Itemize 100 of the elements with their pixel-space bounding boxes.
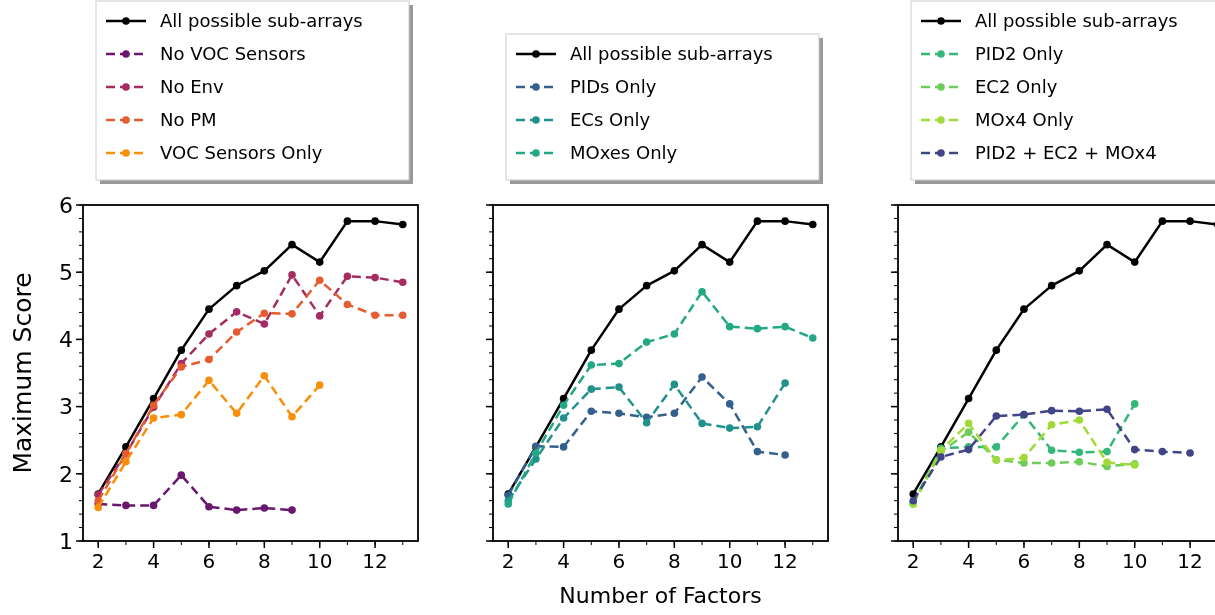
point (725, 424, 734, 432)
point (315, 381, 324, 389)
point (343, 272, 352, 281)
point (753, 422, 762, 431)
point (781, 379, 789, 387)
point (587, 346, 596, 354)
x-tick-label: 12 (772, 549, 798, 573)
point (642, 338, 651, 346)
point (315, 312, 324, 320)
point (149, 501, 158, 510)
point (615, 383, 623, 391)
x-tick-label: 12 (362, 549, 388, 573)
point (698, 287, 706, 296)
point (698, 419, 706, 428)
point (1158, 217, 1167, 225)
point (559, 401, 568, 410)
x-tick-label: 12 (1177, 549, 1203, 573)
point (532, 449, 540, 457)
point (964, 394, 973, 403)
x-tick-label: 6 (1017, 549, 1031, 573)
legend-label: All possible sub-arrays (160, 10, 363, 32)
point (343, 217, 352, 225)
point (177, 346, 186, 354)
x-tick-label: 8 (667, 549, 681, 573)
point (149, 414, 158, 422)
x-tick-label: 6 (612, 549, 626, 573)
point (288, 506, 296, 514)
point (177, 363, 186, 371)
legend-label: VOC Sensors Only (160, 142, 323, 164)
point (781, 322, 789, 331)
point (1130, 400, 1139, 408)
point (781, 217, 789, 225)
point (315, 258, 324, 266)
point (615, 359, 623, 368)
point (559, 414, 568, 422)
point (1020, 453, 1028, 462)
point (642, 418, 651, 427)
point (205, 330, 213, 338)
y-tick-label: 4 (59, 327, 73, 353)
y-axis-title: Maximum Score (8, 272, 37, 474)
point (670, 380, 679, 389)
x-tick-label: 4 (557, 549, 570, 573)
point (260, 267, 269, 275)
legend-label: MOx4 Only (975, 109, 1075, 131)
x-tick-label: 10 (306, 549, 333, 573)
point (205, 305, 213, 313)
point (1075, 407, 1084, 416)
point (1075, 448, 1084, 457)
point (587, 361, 596, 369)
point (94, 503, 103, 512)
point (288, 310, 296, 318)
x-tick-label: 2 (91, 549, 105, 573)
legend-label: ECs Only (570, 109, 651, 131)
point (698, 240, 706, 249)
point (288, 240, 296, 249)
point (753, 217, 762, 225)
point (1103, 405, 1111, 414)
point (1075, 457, 1084, 466)
point (1186, 449, 1194, 457)
point (371, 273, 379, 282)
point (260, 320, 269, 328)
point (725, 258, 734, 266)
point (964, 428, 973, 436)
x-tick-label: 8 (1072, 549, 1086, 573)
y-tick-label: 5 (59, 259, 73, 285)
legend-label: No VOC Sensors (160, 43, 306, 65)
point (205, 376, 213, 385)
point (398, 220, 407, 229)
legend-label: MOxes Only (570, 142, 678, 164)
point (371, 217, 379, 225)
point (964, 419, 973, 428)
point (753, 447, 762, 456)
x-tick-label: 2 (906, 549, 920, 573)
point (122, 457, 130, 466)
point (670, 267, 679, 275)
point (1047, 420, 1056, 429)
x-tick-label: 2 (501, 549, 515, 573)
legend-label: EC2 Only (975, 76, 1058, 98)
point (937, 453, 945, 461)
point (205, 355, 213, 364)
point (808, 334, 817, 342)
point (992, 443, 1001, 451)
point (1047, 406, 1056, 415)
point (1075, 416, 1084, 424)
point (670, 409, 679, 418)
point (1103, 240, 1111, 249)
point (288, 271, 296, 279)
point (587, 385, 596, 393)
point (1020, 305, 1028, 313)
point (260, 371, 269, 380)
point (1075, 267, 1084, 275)
legend-label: No PM (160, 109, 217, 131)
point (288, 412, 296, 421)
x-tick-label: 6 (202, 549, 216, 573)
point (315, 276, 324, 285)
point (398, 278, 407, 287)
point (587, 407, 596, 416)
point (992, 412, 1001, 420)
legend-label: PID2 + EC2 + MOx4 (975, 142, 1157, 164)
point (260, 504, 269, 512)
